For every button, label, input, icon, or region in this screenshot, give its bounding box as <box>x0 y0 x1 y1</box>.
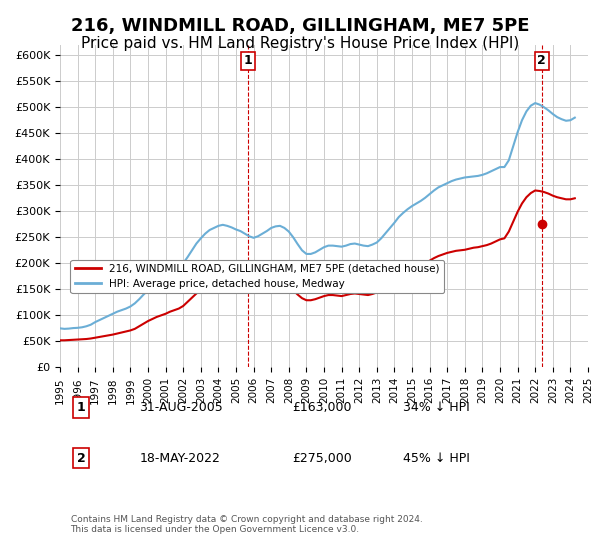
Text: 2: 2 <box>538 54 546 67</box>
Legend: 216, WINDMILL ROAD, GILLINGHAM, ME7 5PE (detached house), HPI: Average price, de: 216, WINDMILL ROAD, GILLINGHAM, ME7 5PE … <box>70 260 443 293</box>
Text: 1: 1 <box>244 54 252 67</box>
Text: 1: 1 <box>77 401 85 414</box>
Text: Contains HM Land Registry data © Crown copyright and database right 2024.
This d: Contains HM Land Registry data © Crown c… <box>71 515 422 534</box>
Text: 34% ↓ HPI: 34% ↓ HPI <box>403 401 470 414</box>
Text: Price paid vs. HM Land Registry's House Price Index (HPI): Price paid vs. HM Land Registry's House … <box>81 36 519 52</box>
Text: 216, WINDMILL ROAD, GILLINGHAM, ME7 5PE: 216, WINDMILL ROAD, GILLINGHAM, ME7 5PE <box>71 17 529 35</box>
Text: 18-MAY-2022: 18-MAY-2022 <box>139 451 220 465</box>
Text: 45% ↓ HPI: 45% ↓ HPI <box>403 451 470 465</box>
Text: 31-AUG-2005: 31-AUG-2005 <box>139 401 223 414</box>
Text: 2: 2 <box>77 451 85 465</box>
Text: £275,000: £275,000 <box>292 451 352 465</box>
Text: £163,000: £163,000 <box>292 401 352 414</box>
